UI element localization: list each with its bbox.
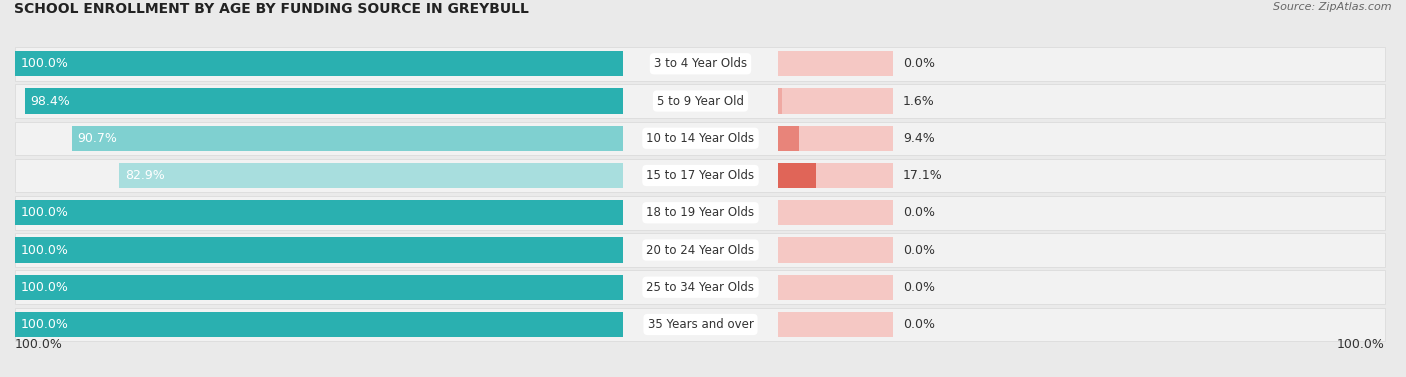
Text: 18 to 19 Year Olds: 18 to 19 Year Olds: [647, 206, 755, 219]
Text: 9.4%: 9.4%: [903, 132, 935, 145]
Text: SCHOOL ENROLLMENT BY AGE BY FUNDING SOURCE IN GREYBULL: SCHOOL ENROLLMENT BY AGE BY FUNDING SOUR…: [14, 2, 529, 16]
Bar: [15, 121, 1385, 155]
Text: 82.9%: 82.9%: [125, 169, 165, 182]
Bar: [15, 51, 623, 77]
Text: 0.0%: 0.0%: [903, 281, 935, 294]
Text: 5 to 9 Year Old: 5 to 9 Year Old: [657, 95, 744, 107]
Text: 100.0%: 100.0%: [21, 318, 69, 331]
Text: 20 to 24 Year Olds: 20 to 24 Year Olds: [647, 244, 755, 256]
Bar: [778, 200, 893, 225]
Text: 100.0%: 100.0%: [21, 57, 69, 70]
Bar: [778, 312, 893, 337]
Bar: [15, 274, 623, 300]
Text: 0.0%: 0.0%: [903, 206, 935, 219]
Bar: [778, 238, 893, 263]
Bar: [778, 163, 815, 188]
Text: 17.1%: 17.1%: [903, 169, 943, 182]
Text: 25 to 34 Year Olds: 25 to 34 Year Olds: [647, 281, 755, 294]
Text: 100.0%: 100.0%: [1337, 339, 1385, 351]
Text: 0.0%: 0.0%: [903, 318, 935, 331]
Bar: [15, 196, 1385, 230]
Bar: [15, 270, 1385, 304]
Bar: [778, 51, 893, 77]
Bar: [15, 312, 623, 337]
Text: 0.0%: 0.0%: [903, 57, 935, 70]
Text: 15 to 17 Year Olds: 15 to 17 Year Olds: [647, 169, 755, 182]
Bar: [778, 163, 893, 188]
Bar: [15, 238, 623, 263]
Text: 90.7%: 90.7%: [77, 132, 118, 145]
Bar: [15, 233, 1385, 267]
Bar: [778, 88, 893, 114]
Bar: [25, 88, 623, 114]
Text: 1.6%: 1.6%: [903, 95, 935, 107]
Bar: [778, 126, 799, 151]
Text: 100.0%: 100.0%: [15, 339, 63, 351]
Text: 0.0%: 0.0%: [903, 244, 935, 256]
Bar: [15, 84, 1385, 118]
Text: 100.0%: 100.0%: [21, 281, 69, 294]
Bar: [15, 200, 623, 225]
Text: 35 Years and over: 35 Years and over: [648, 318, 754, 331]
Text: Source: ZipAtlas.com: Source: ZipAtlas.com: [1274, 2, 1392, 12]
Text: 100.0%: 100.0%: [21, 206, 69, 219]
Bar: [15, 47, 1385, 81]
Bar: [778, 126, 893, 151]
Bar: [778, 274, 893, 300]
Bar: [120, 163, 623, 188]
Bar: [778, 88, 782, 114]
Bar: [72, 126, 623, 151]
Bar: [15, 308, 1385, 341]
Text: 98.4%: 98.4%: [31, 95, 70, 107]
Text: 100.0%: 100.0%: [21, 244, 69, 256]
Text: 3 to 4 Year Olds: 3 to 4 Year Olds: [654, 57, 747, 70]
Bar: [15, 159, 1385, 192]
Text: 10 to 14 Year Olds: 10 to 14 Year Olds: [647, 132, 755, 145]
